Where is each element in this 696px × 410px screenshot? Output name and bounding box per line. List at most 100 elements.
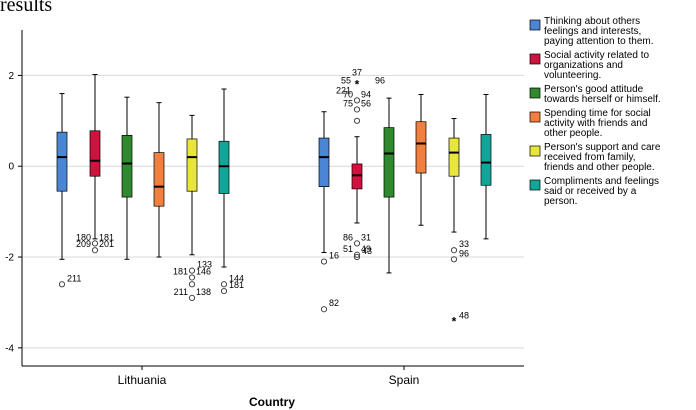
outlier-label: 33 — [459, 239, 469, 249]
y-axis: -4 -2 0 2 — [5, 71, 22, 354]
outlier-marker — [353, 106, 361, 113]
box-body — [121, 134, 133, 198]
outlier-label: 180 — [76, 232, 91, 242]
title-fragment: results — [0, 0, 52, 16]
outlier-marker — [353, 240, 361, 247]
legend-item-2: Person's good attitude towards herself or… — [529, 84, 661, 105]
outlier-label: 75 — [343, 98, 353, 108]
outlier-label: 181 — [173, 266, 188, 276]
legend-item-5: Compliments and feelings said or received… — [529, 176, 659, 207]
legend-label: Person's good attitude towards herself or… — [544, 84, 661, 105]
y-tick-label: 0 — [8, 162, 14, 173]
legend: Thinking about others feelings and intere… — [529, 16, 661, 207]
outlier-marker — [188, 267, 196, 274]
outlier-label: 138 — [196, 287, 211, 297]
legend-item-1: Social activity related to organizations … — [529, 50, 649, 81]
box-3-0 — [153, 102, 165, 258]
legend-swatch — [529, 19, 541, 31]
x-axis-label: Country — [249, 395, 295, 409]
legend-label: Thinking about others feelings and intere… — [544, 16, 654, 47]
box-2-0 — [121, 96, 133, 260]
plot-frame — [21, 30, 524, 367]
outlier-marker — [450, 247, 458, 254]
outlier-label: 86 — [343, 232, 353, 242]
outlier-label: 70 — [343, 89, 353, 99]
legend-label: Compliments and feelings said or received… — [544, 176, 659, 207]
outlier-label: 49 — [361, 244, 371, 254]
legend-swatch — [529, 179, 541, 191]
outlier-marker — [220, 287, 228, 295]
x-axis: Lithuania Spain — [118, 366, 420, 387]
box-body — [480, 134, 492, 186]
box-1-0: 180 181 209 201 — [76, 73, 114, 254]
outlier-label: 144 — [229, 273, 244, 283]
outlier-marker — [188, 281, 196, 288]
legend-swatch — [529, 145, 541, 157]
outlier-label: 209 — [76, 239, 91, 249]
outlier-label: 43 — [362, 246, 372, 256]
outlier-marker — [353, 251, 361, 258]
x-tick-label: Spain — [389, 373, 420, 387]
outlier-label: 55 — [341, 75, 351, 85]
extreme-marker: * — [355, 77, 360, 91]
outlier-marker — [353, 117, 361, 124]
box-body — [89, 130, 101, 177]
outlier-label: 133 — [197, 260, 212, 270]
legend-label: Person's support and care received from f… — [544, 142, 661, 173]
box-body — [318, 137, 330, 187]
legend-swatch — [529, 53, 541, 65]
extreme-marker: * — [452, 315, 457, 329]
box-body — [415, 121, 427, 174]
y-tick-label: -4 — [5, 343, 14, 354]
grid-lines — [22, 74, 524, 349]
outlier-label: 37 — [352, 67, 362, 77]
outlier-label: 201 — [99, 239, 114, 249]
legend-item-0: Thinking about others feelings and intere… — [529, 16, 654, 47]
box-body — [448, 137, 460, 177]
legend-item-4: Person's support and care received from f… — [529, 142, 661, 173]
box-2-1 — [383, 97, 395, 274]
outlier-marker — [353, 253, 361, 261]
outlier-marker — [91, 240, 99, 247]
outlier-label: 16 — [329, 251, 339, 261]
outlier-marker — [320, 306, 328, 313]
x-tick-label: Lithuania — [118, 373, 167, 387]
outlier-label: 181 — [99, 232, 114, 242]
box-body — [351, 163, 363, 190]
outlier-marker — [320, 258, 328, 265]
legend-label: Social activity related to organizations … — [544, 50, 649, 81]
box-4-0: 133 181 146 211 138 — [173, 114, 212, 301]
legend-label: Spending time for social activity with fr… — [544, 108, 651, 139]
outlier-label: 82 — [329, 298, 339, 308]
outlier-marker — [220, 281, 228, 288]
box-body — [383, 127, 395, 198]
box-body — [186, 138, 198, 192]
outlier-marker — [188, 274, 196, 281]
outlier-label: 181 — [229, 280, 244, 290]
outlier-label: 94 — [361, 89, 371, 99]
outlier-label: 96 — [375, 75, 385, 85]
y-tick-label: 2 — [8, 71, 14, 82]
outlier-marker — [450, 256, 458, 263]
box-0-0: 211 — [56, 93, 81, 288]
box-3-1 — [415, 93, 427, 226]
y-tick-label: -2 — [5, 253, 14, 264]
box-body — [218, 140, 230, 194]
box-body — [56, 131, 68, 192]
outlier-label: 146 — [196, 266, 211, 276]
outlier-marker — [353, 97, 361, 104]
outlier-label: 221 — [336, 85, 351, 95]
outlier-label: 96 — [459, 248, 469, 258]
outlier-label: 211 — [174, 287, 188, 297]
outlier-label: 56 — [361, 98, 371, 108]
outlier-marker — [188, 294, 196, 301]
outlier-label: 48 — [459, 311, 469, 321]
outlier-label: 31 — [361, 232, 371, 242]
legend-item-3: Spending time for social activity with fr… — [529, 108, 651, 139]
outlier-marker — [58, 281, 66, 288]
